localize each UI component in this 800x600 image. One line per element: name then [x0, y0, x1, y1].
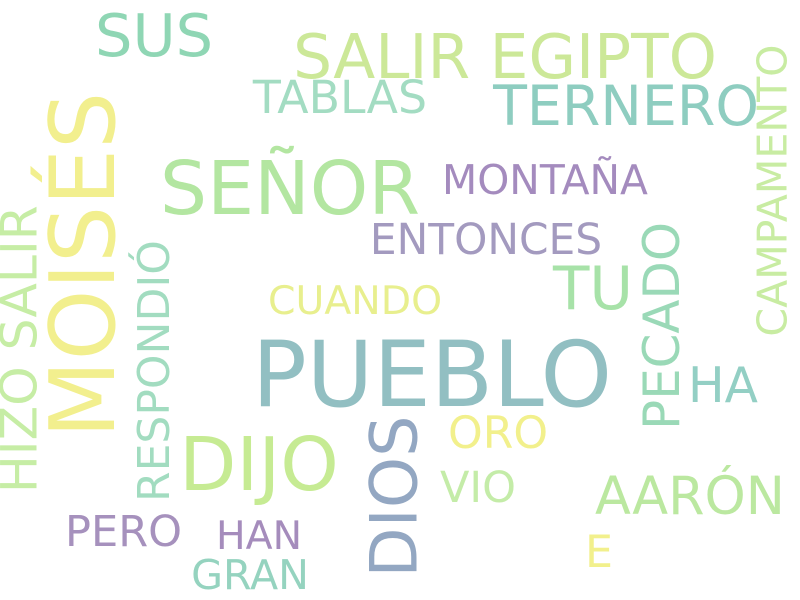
word-ternero: TERNERO — [493, 75, 759, 140]
word-montana: MONTAÑA — [442, 155, 648, 204]
word-salir-egipto: SALIR EGIPTO — [293, 22, 717, 94]
word-entonces: ENTONCES — [369, 214, 603, 264]
word-pero: PERO — [65, 506, 183, 557]
word-dios: DIOS — [357, 415, 433, 577]
word-aaron: AARÓN — [595, 465, 785, 527]
word-tablas: TABLAS — [252, 70, 428, 125]
word-senor: SEÑOR — [159, 144, 421, 232]
word-vio: VIO — [440, 462, 516, 513]
word-respondio: RESPONDIÓ — [129, 240, 181, 502]
word-han: HAN — [216, 513, 303, 560]
word-sus: SUS — [95, 0, 214, 70]
word-pueblo: PUEBLO — [252, 322, 613, 428]
word-campamento: CAMPAMENTO — [748, 43, 797, 337]
word-gran: GRAN — [191, 551, 309, 600]
word-cuando: CUANDO — [268, 278, 443, 325]
word-ha: HA — [688, 357, 758, 414]
word-moises: MOISÉS — [30, 91, 136, 439]
word-dijo: DIJO — [179, 420, 339, 508]
word-oro: ORO — [448, 408, 549, 459]
word-pecado: PECADO — [633, 222, 692, 430]
word-hizo-salir: HIZO SALIR — [0, 205, 49, 493]
word-tu: TU — [553, 255, 634, 325]
word-e: E — [585, 526, 613, 578]
